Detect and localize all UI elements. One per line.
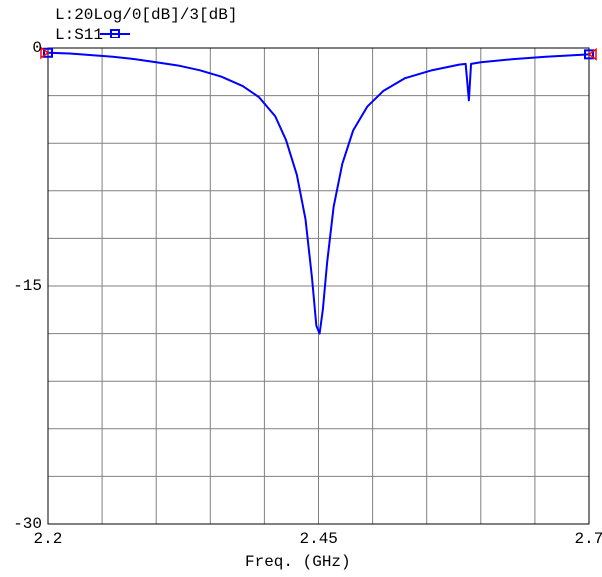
legend-marker bbox=[100, 28, 130, 38]
y-tick-label: 0 bbox=[32, 39, 42, 57]
x-tick-label: 2.7 bbox=[575, 530, 602, 548]
y-tick-label: -15 bbox=[13, 277, 42, 295]
chart-canvas: L:20Log/0[dB]/3[dB] L:S11 0-15-30 2.22.4… bbox=[0, 0, 602, 577]
x-tick-label: 2.45 bbox=[300, 530, 338, 548]
chart-meta-line: L:20Log/0[dB]/3[dB] bbox=[55, 6, 237, 24]
x-tick-label: 2.2 bbox=[34, 530, 63, 548]
x-axis-label: Freq. (GHz) bbox=[245, 553, 351, 571]
legend-label: L:S11 bbox=[55, 26, 103, 44]
chart-svg bbox=[0, 0, 602, 577]
